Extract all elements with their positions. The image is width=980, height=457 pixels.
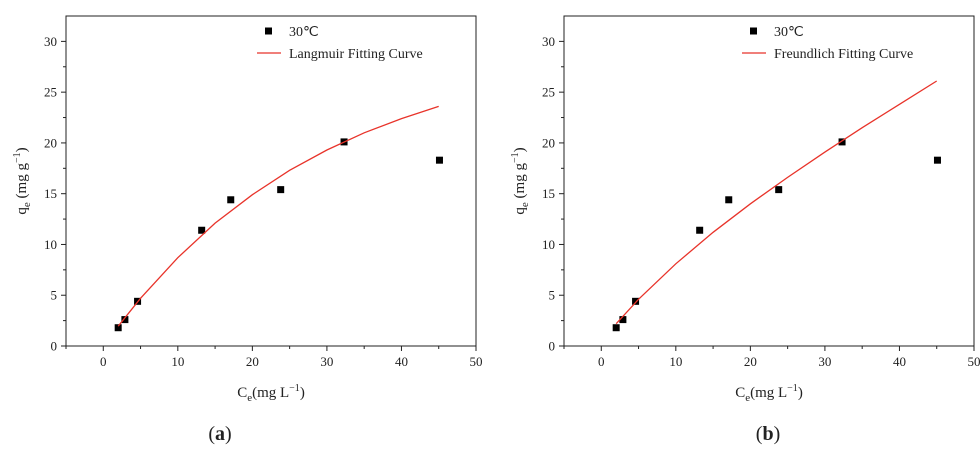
x-tick-label: 30 — [320, 354, 333, 369]
y-axis-title-sup: −1 — [12, 152, 23, 163]
panel-caption-letter: a — [215, 423, 225, 445]
y-tick-label: 5 — [549, 288, 556, 303]
plot-frame — [66, 16, 476, 346]
x-axis-title-sup: −1 — [289, 383, 300, 394]
x-tick-label: 10 — [669, 354, 682, 369]
x-axis-title-sup: −1 — [787, 383, 798, 394]
y-tick-label: 30 — [44, 34, 57, 49]
x-tick-label: 30 — [818, 354, 831, 369]
legend-label: 30℃ — [774, 25, 804, 40]
x-axis-title-close: ) — [798, 385, 803, 401]
legend-marker-swatch — [750, 28, 757, 35]
x-tick-label: 20 — [246, 354, 259, 369]
panel-caption-letter: b — [762, 423, 773, 445]
x-axis-title-main: C — [735, 385, 745, 401]
fit-curve-line — [616, 81, 937, 324]
x-axis-title: Ce(mg L−1) — [237, 383, 305, 404]
x-tick-label: 40 — [893, 354, 906, 369]
data-point — [227, 196, 234, 203]
x-tick-label: 10 — [171, 354, 184, 369]
legend: 30℃ Langmuir Fitting Curve — [257, 25, 423, 62]
x-tick-label: 50 — [470, 354, 483, 369]
legend-label: Langmuir Fitting Curve — [289, 47, 423, 62]
y-tick-label: 10 — [44, 237, 57, 252]
data-point — [436, 157, 443, 164]
legend-marker-swatch — [265, 28, 272, 35]
y-tick-label: 25 — [44, 85, 57, 100]
y-tick-label: 5 — [51, 288, 58, 303]
x-tick-label: 40 — [395, 354, 408, 369]
panel-caption-close: ) — [774, 423, 781, 445]
panel-caption: (a) — [208, 423, 231, 445]
legend-label: 30℃ — [289, 25, 319, 40]
y-axis-title: qe (mg g−1) — [12, 147, 33, 214]
x-tick-label: 50 — [968, 354, 980, 369]
legend: 30℃ Freundlich Fitting Curve — [742, 25, 913, 62]
y-tick-label: 15 — [542, 186, 555, 201]
chart-panel-a: 0 10 20 30 40 50 0 5 10 15 20 25 30 Ce(mg L−1) qe (mg … — [12, 16, 483, 445]
data-point — [775, 186, 782, 193]
y-axis-title-sup: −1 — [510, 152, 521, 163]
y-tick-label: 10 — [542, 237, 555, 252]
legend-label: Freundlich Fitting Curve — [774, 47, 913, 62]
x-tick-label: 0 — [100, 354, 107, 369]
x-tick-label: 0 — [598, 354, 605, 369]
panel-caption: (b) — [756, 423, 780, 445]
y-tick-label: 0 — [549, 339, 556, 354]
data-point — [613, 324, 620, 331]
y-axis-title-units: (mg g — [512, 163, 528, 203]
plot-frame — [564, 16, 974, 346]
y-tick-label: 25 — [542, 85, 555, 100]
x-tick-label: 20 — [744, 354, 757, 369]
chart-panel-b: 0 10 20 30 40 50 0 5 10 15 20 25 30 Ce(mg L−1) qe (mg … — [510, 16, 980, 445]
y-axis-title-units: (mg g — [14, 163, 30, 203]
data-point — [277, 186, 284, 193]
fit-curve-line — [118, 106, 439, 326]
y-tick-label: 0 — [51, 339, 58, 354]
y-tick-label: 20 — [44, 135, 57, 150]
data-point — [725, 196, 732, 203]
data-point — [696, 227, 703, 234]
x-axis-title: Ce(mg L−1) — [735, 383, 803, 404]
panel-caption-close: ) — [225, 423, 232, 445]
x-axis-title-main: C — [237, 385, 247, 401]
x-axis-title-close: ) — [300, 385, 305, 401]
y-tick-label: 15 — [44, 186, 57, 201]
data-point — [934, 157, 941, 164]
y-axis-title: qe (mg g−1) — [510, 147, 531, 214]
y-axis-title-close: ) — [14, 147, 30, 152]
y-tick-label: 20 — [542, 135, 555, 150]
x-axis-title-units: (mg L — [252, 385, 289, 401]
y-axis-title-close: ) — [512, 147, 528, 152]
x-axis-title-units: (mg L — [750, 385, 787, 401]
y-tick-label: 30 — [542, 34, 555, 49]
